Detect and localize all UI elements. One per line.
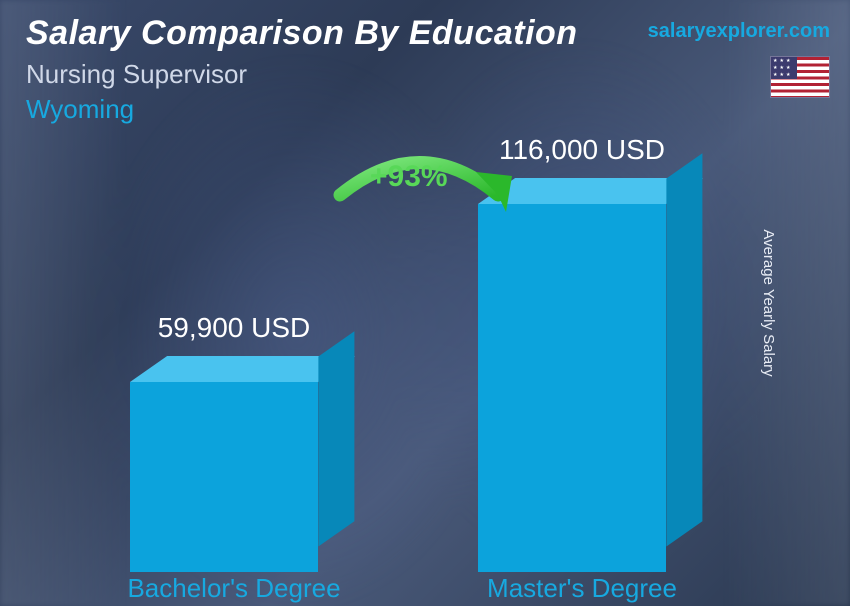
bar-front-face — [130, 382, 318, 572]
bar-bachelors — [130, 382, 318, 572]
bar-front-face — [478, 204, 666, 572]
title-main: Salary Comparison By Education — [26, 14, 830, 53]
subtitle-job: Nursing Supervisor — [26, 59, 830, 90]
increase-percent: +93% — [370, 160, 448, 194]
chart-area: 59,900 USD Bachelor's Degree 116,000 USD… — [0, 150, 850, 572]
bar-side-face — [318, 331, 354, 546]
bar-label-bachelors: Bachelor's Degree — [84, 573, 384, 604]
subtitle-location: Wyoming — [26, 94, 830, 125]
bar-value-masters: 116,000 USD — [432, 134, 732, 166]
bar-label-masters: Master's Degree — [432, 573, 732, 604]
bar-masters — [478, 204, 666, 572]
bar-value-bachelors: 59,900 USD — [84, 312, 384, 344]
bar-side-face — [666, 153, 702, 546]
header: Salary Comparison By Education Nursing S… — [26, 14, 830, 125]
